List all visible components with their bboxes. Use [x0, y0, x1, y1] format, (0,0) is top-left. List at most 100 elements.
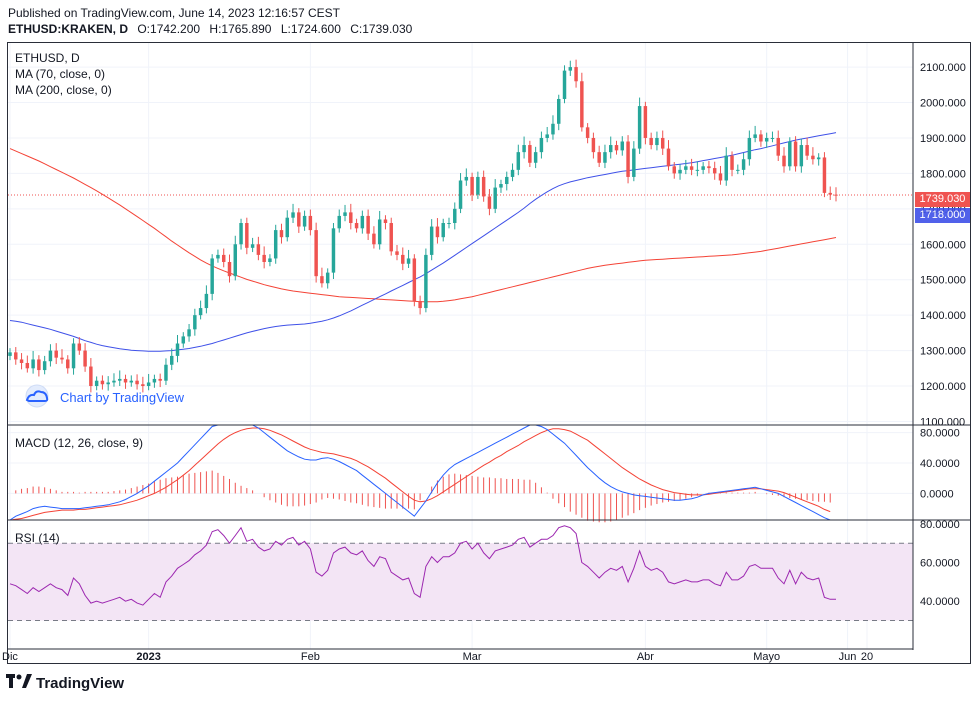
candle-body: [297, 212, 301, 227]
candle-body: [372, 233, 376, 245]
candle-body: [516, 152, 521, 170]
tradingview-attribution[interactable]: Chart by TradingView: [20, 384, 184, 411]
candle-body: [19, 359, 24, 363]
candle-body: [331, 228, 336, 273]
candle-body: [562, 70, 567, 99]
candle-body: [170, 355, 174, 365]
candle-body: [424, 254, 428, 309]
candle-body: [759, 134, 763, 142]
time-tick-label: Jun: [839, 651, 857, 663]
candle-body: [470, 176, 474, 195]
candle-body: [435, 226, 440, 238]
candle-body: [453, 208, 457, 224]
candle-body: [383, 219, 388, 224]
candle-body: [325, 272, 330, 284]
candle-body: [666, 148, 671, 167]
candle-body: [597, 152, 601, 163]
candle-body: [279, 230, 284, 238]
candle-body: [649, 137, 653, 146]
candle-body: [395, 251, 399, 255]
candle-body: [118, 378, 122, 381]
candle-body: [60, 357, 64, 360]
candle-body: [273, 230, 278, 259]
candle-body: [158, 378, 162, 381]
price-tick-label: 1900.000: [920, 133, 966, 145]
candle-body: [320, 276, 324, 284]
candle-body: [343, 212, 347, 216]
candle-body: [377, 219, 382, 245]
candle-body: [487, 196, 492, 209]
candle-body: [632, 148, 636, 177]
candle-body: [37, 359, 41, 371]
candle-body: [764, 137, 769, 142]
candle-body: [464, 176, 469, 181]
candle-body: [770, 137, 775, 139]
chart-frame[interactable]: [7, 42, 971, 664]
high-value: 1765.890: [221, 22, 272, 36]
price-tick-label: 1500.000: [920, 275, 966, 287]
footer-brand[interactable]: TradingView: [6, 674, 124, 692]
candle-body: [337, 215, 341, 229]
price-tick-label: 1800.000: [920, 168, 966, 180]
candle-body: [152, 378, 157, 383]
candle-body: [585, 127, 590, 138]
candle-body: [221, 254, 226, 262]
candle-body: [701, 166, 705, 170]
candle-body: [551, 123, 555, 135]
low-label: L:: [280, 22, 291, 36]
candle-body: [83, 350, 87, 367]
price-tick-label: 2000.000: [920, 98, 966, 110]
candle-body: [782, 155, 786, 167]
candle-body: [429, 226, 434, 255]
candle-body: [216, 254, 220, 259]
candle-body: [672, 166, 676, 174]
candle-body: [533, 152, 538, 163]
candle-body: [689, 166, 694, 170]
candle-body: [712, 168, 717, 174]
rsi-line: [9, 525, 836, 606]
price-tick-label: 2100.000: [920, 62, 966, 74]
price-tick-label: 1200.000: [920, 381, 966, 393]
cloud-logo-icon: [20, 384, 54, 411]
candle-body: [233, 244, 238, 277]
candle-body: [730, 155, 734, 170]
legend-ma70: MA (70, close, 0): [15, 67, 106, 81]
candle-body: [164, 364, 168, 381]
candle-body: [528, 145, 532, 163]
macd-tick-label: 40.0000: [920, 458, 960, 470]
main-legend: ETHUSD, D MA (70, close, 0) MA (200, clo…: [15, 50, 112, 98]
candle-body: [655, 137, 659, 146]
ma-price-tag: 1718.000: [915, 208, 970, 223]
tradingview-logo-icon: [6, 674, 32, 692]
ma70-line: [9, 132, 837, 352]
candle-body: [828, 192, 832, 195]
candle-body: [204, 293, 209, 309]
high-label: H:: [209, 22, 222, 36]
candle-body: [66, 359, 70, 369]
macd-tick-label: 0.0000: [920, 488, 954, 500]
candle-body: [522, 145, 526, 153]
candle-body: [389, 223, 393, 252]
candle-body: [834, 194, 838, 196]
candle-body: [210, 258, 214, 294]
macd-signal-line: [9, 427, 831, 521]
time-tick-label: 2023: [136, 651, 160, 663]
candle-body: [89, 366, 93, 387]
candle-body: [146, 382, 151, 387]
candle-body: [481, 176, 486, 197]
candle-body: [106, 382, 110, 385]
candle-body: [187, 329, 191, 337]
low-value: 1724.600: [290, 22, 341, 36]
candle-body: [707, 166, 711, 169]
price-tick-label: 1400.000: [920, 310, 966, 322]
candle-body: [354, 223, 359, 229]
candle-body: [181, 336, 186, 344]
candle-body: [193, 315, 197, 330]
candle-body: [447, 223, 451, 225]
candle-body: [539, 137, 544, 153]
candle-body: [250, 244, 255, 248]
candle-body: [135, 380, 139, 385]
symbol-label: ETHUSD:KRAKEN, D: [8, 22, 128, 36]
time-tick-label: Mar: [463, 651, 482, 663]
